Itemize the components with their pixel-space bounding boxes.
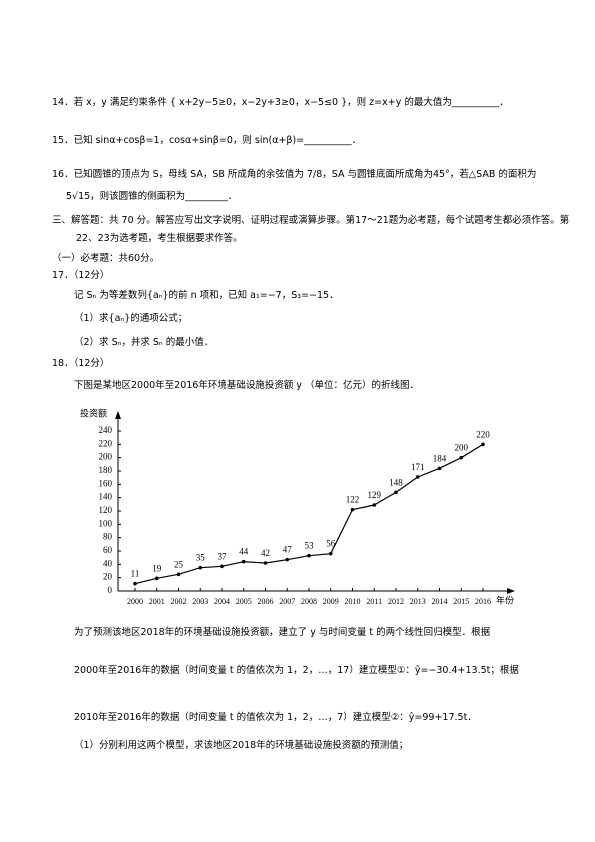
data-label: 220 bbox=[476, 429, 490, 439]
y-tick-label: 140 bbox=[99, 492, 113, 502]
x-tick-label: 2006 bbox=[258, 597, 274, 606]
data-line bbox=[134, 443, 484, 585]
y-tick-label: 80 bbox=[103, 532, 113, 542]
x-tick-label: 2003 bbox=[192, 597, 208, 606]
x-tick-label: 2013 bbox=[410, 597, 426, 606]
data-label: 47 bbox=[283, 545, 293, 555]
data-label: 44 bbox=[239, 547, 249, 557]
x-tick-label: 2007 bbox=[279, 597, 295, 606]
x-axis-label: 年份 bbox=[496, 595, 514, 607]
data-point bbox=[372, 503, 377, 507]
data-label: 11 bbox=[131, 569, 140, 579]
y-arrow bbox=[115, 411, 121, 419]
q17-part: （1）求{aₙ}的通项公式； bbox=[74, 313, 188, 324]
data-point bbox=[459, 455, 464, 460]
question-16: 16．已知圆锥的顶点为 S，母线 SA，SB 所成角的余弦值为 7/8，SA 与… bbox=[52, 169, 537, 202]
data-point bbox=[220, 564, 224, 569]
x-tick-label: 2011 bbox=[366, 597, 382, 606]
data-point bbox=[481, 442, 485, 447]
data-label: 37 bbox=[218, 551, 228, 561]
data-label: 148 bbox=[389, 477, 403, 487]
q17-part: （2）求 Sₙ，并求 Sₙ 的最小值． bbox=[74, 337, 214, 348]
y-tick-label: 240 bbox=[99, 425, 113, 435]
data-point bbox=[350, 507, 355, 512]
data-point bbox=[328, 551, 333, 556]
x-tick-label: 2010 bbox=[345, 597, 361, 606]
q18-intro: 下图是某地区2000年至2016年环境基础设施投资额 y （单位：亿元）的折线图… bbox=[74, 380, 420, 391]
section-subtitle: （一）必考题：共60分。 bbox=[52, 253, 160, 264]
x-tick-label: 2015 bbox=[453, 597, 469, 606]
x-tick-label: 2002 bbox=[171, 597, 187, 606]
y-tick-label: 60 bbox=[103, 545, 113, 555]
data-label: 56 bbox=[326, 539, 336, 549]
data-label: 25 bbox=[174, 559, 184, 569]
y-tick-label: 180 bbox=[99, 465, 113, 475]
question-15: 15．已知 sinα+cosβ=1，cosα+sinβ=0，则 sin(α+β)… bbox=[52, 135, 362, 146]
x-tick-label: 2005 bbox=[236, 597, 252, 606]
data-label: 53 bbox=[305, 541, 315, 551]
data-label: 35 bbox=[196, 553, 206, 563]
data-point bbox=[307, 553, 311, 558]
y-tick-label: 100 bbox=[99, 518, 113, 528]
data-label: 171 bbox=[411, 462, 425, 472]
x-tick-label: 2014 bbox=[432, 597, 448, 606]
data-point bbox=[437, 466, 442, 471]
y-tick-label: 200 bbox=[99, 452, 113, 462]
data-label: 19 bbox=[152, 563, 162, 573]
x-tick-label: 2001 bbox=[149, 597, 165, 606]
data-label: 42 bbox=[261, 548, 270, 558]
y-tick-label: 40 bbox=[103, 558, 113, 568]
q18-line: （1）分别利用这两个模型，求该地区2018年的环境基础设施投资额的预测值； bbox=[74, 740, 409, 751]
data-point bbox=[176, 572, 181, 577]
x-tick-label: 2016 bbox=[475, 597, 491, 606]
x-tick-label: 2012 bbox=[388, 597, 404, 606]
data-point bbox=[415, 475, 420, 479]
x-tick-label: 2004 bbox=[214, 597, 230, 606]
data-label: 200 bbox=[455, 443, 469, 453]
x-tick-label: 2008 bbox=[301, 597, 317, 606]
x-tick-label: 2009 bbox=[323, 597, 339, 606]
data-point bbox=[285, 557, 290, 562]
q18-head: 18．（12分） bbox=[52, 358, 110, 369]
y-axis-label: 投资额 bbox=[80, 408, 107, 420]
y-tick-label: 20 bbox=[103, 572, 113, 582]
section-title: 三、解答题：共 70 分。解答应写出文字说明、证明过程或演算步骤。第17～21题… bbox=[52, 215, 570, 244]
y-tick-label: 0 bbox=[108, 585, 113, 595]
y-tick-label: 120 bbox=[99, 505, 113, 515]
x-arrow bbox=[507, 588, 515, 594]
data-point bbox=[198, 565, 203, 570]
data-point bbox=[394, 490, 398, 495]
question-14: 14．若 x，y 满足约束条件 { x+2y−5≥0，x−2y+3≥0，x−5≤… bbox=[52, 97, 509, 108]
data-point bbox=[154, 576, 159, 581]
data-point bbox=[241, 559, 246, 564]
y-tick-label: 160 bbox=[99, 478, 113, 488]
q17-head: 17．（12分） bbox=[52, 270, 110, 281]
x-tick-label: 2000 bbox=[127, 597, 143, 606]
y-tick-label: 220 bbox=[99, 438, 113, 448]
data-point bbox=[133, 581, 137, 586]
data-label: 129 bbox=[368, 490, 382, 500]
data-label: 184 bbox=[433, 453, 447, 463]
q17-stem: 记 Sₙ 为等差数列{aₙ}的前 n 项和，已知 a₁=−7，S₃=−15． bbox=[74, 290, 339, 301]
data-point bbox=[263, 561, 268, 565]
q18-line: 2010年至2016年的数据（时间变量 t 的值依次为 1，2，…，7）建立模型… bbox=[74, 712, 477, 723]
q18-line: 为了预测该地区2018年的环境基础设施投资额，建立了 y 与时间变量 t 的两个… bbox=[74, 627, 491, 638]
data-label: 122 bbox=[346, 495, 360, 505]
q18-line: 2000年至2016年的数据（时间变量 t 的值依次为 1，2，…，17）建立模… bbox=[74, 665, 519, 676]
